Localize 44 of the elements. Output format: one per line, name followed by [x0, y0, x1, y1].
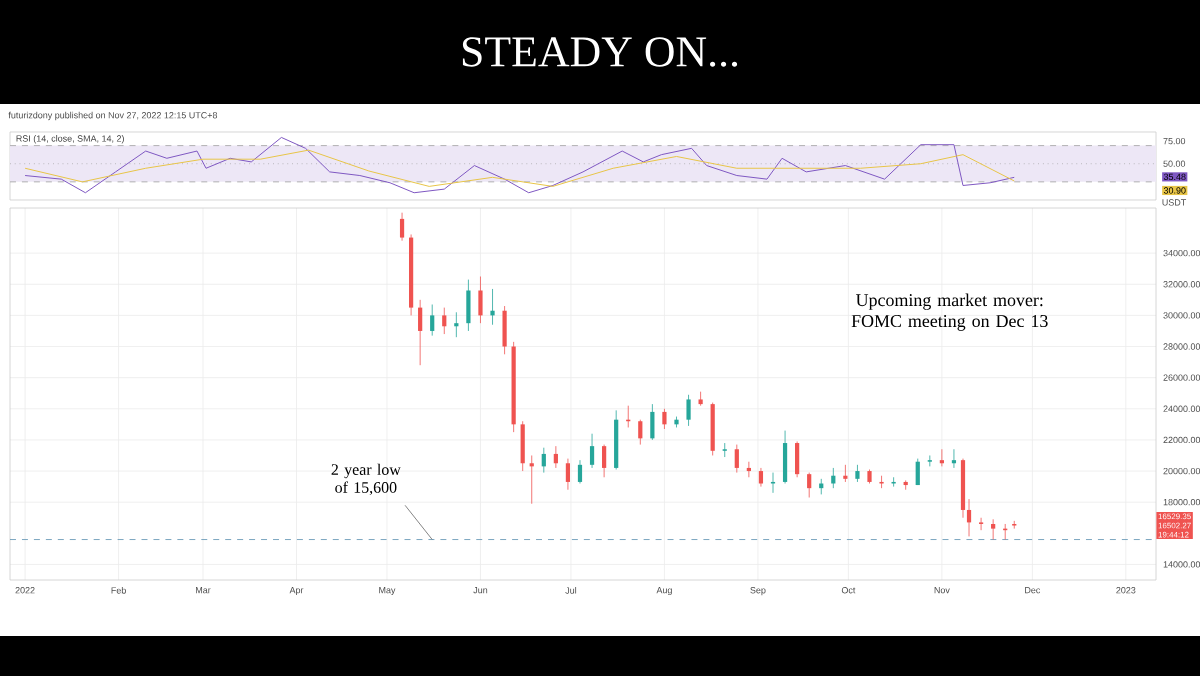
candlestick [1012, 520, 1017, 530]
candlestick [758, 467, 764, 488]
candlestick [529, 455, 534, 505]
candlestick [891, 476, 896, 488]
candlestick [466, 279, 471, 332]
candlestick [927, 455, 932, 467]
candlestick [782, 430, 788, 484]
candlestick [418, 299, 423, 366]
candlestick [903, 479, 908, 491]
candlestick [978, 517, 984, 531]
candlestick [442, 307, 447, 335]
candlestick [490, 288, 495, 326]
chart-title: STEADY ON... [462, 37, 738, 67]
candlestick [454, 311, 459, 338]
candlestick [565, 458, 571, 491]
candlestick [650, 403, 655, 441]
candlestick [662, 408, 667, 430]
candlestick [843, 464, 848, 483]
candlestick [807, 472, 812, 498]
candlestick [589, 433, 595, 469]
candlestick [541, 447, 546, 473]
candlestick [991, 518, 996, 540]
candlestick [602, 444, 607, 478]
candlestick [430, 304, 435, 337]
candlestick [686, 394, 691, 427]
candlestick [577, 459, 583, 484]
candlestick [915, 458, 920, 486]
candlestick [879, 475, 884, 489]
candlestick [795, 441, 800, 478]
candlestick [638, 419, 643, 445]
candlestick [520, 420, 525, 472]
candlestick [553, 445, 558, 469]
candlestick [746, 461, 751, 478]
candlestick [399, 212, 405, 242]
candlestick [734, 444, 739, 473]
candlestick [939, 448, 944, 467]
candlestick [478, 276, 483, 324]
candlestick [710, 402, 715, 456]
candlestick [831, 467, 836, 489]
candlestick [722, 442, 727, 458]
annotation: Upcoming market mover: FOMC meeting on Dec 13 [851, 293, 1048, 331]
candlestick [951, 448, 957, 469]
candlestick [502, 305, 507, 355]
candlestick [770, 472, 776, 494]
